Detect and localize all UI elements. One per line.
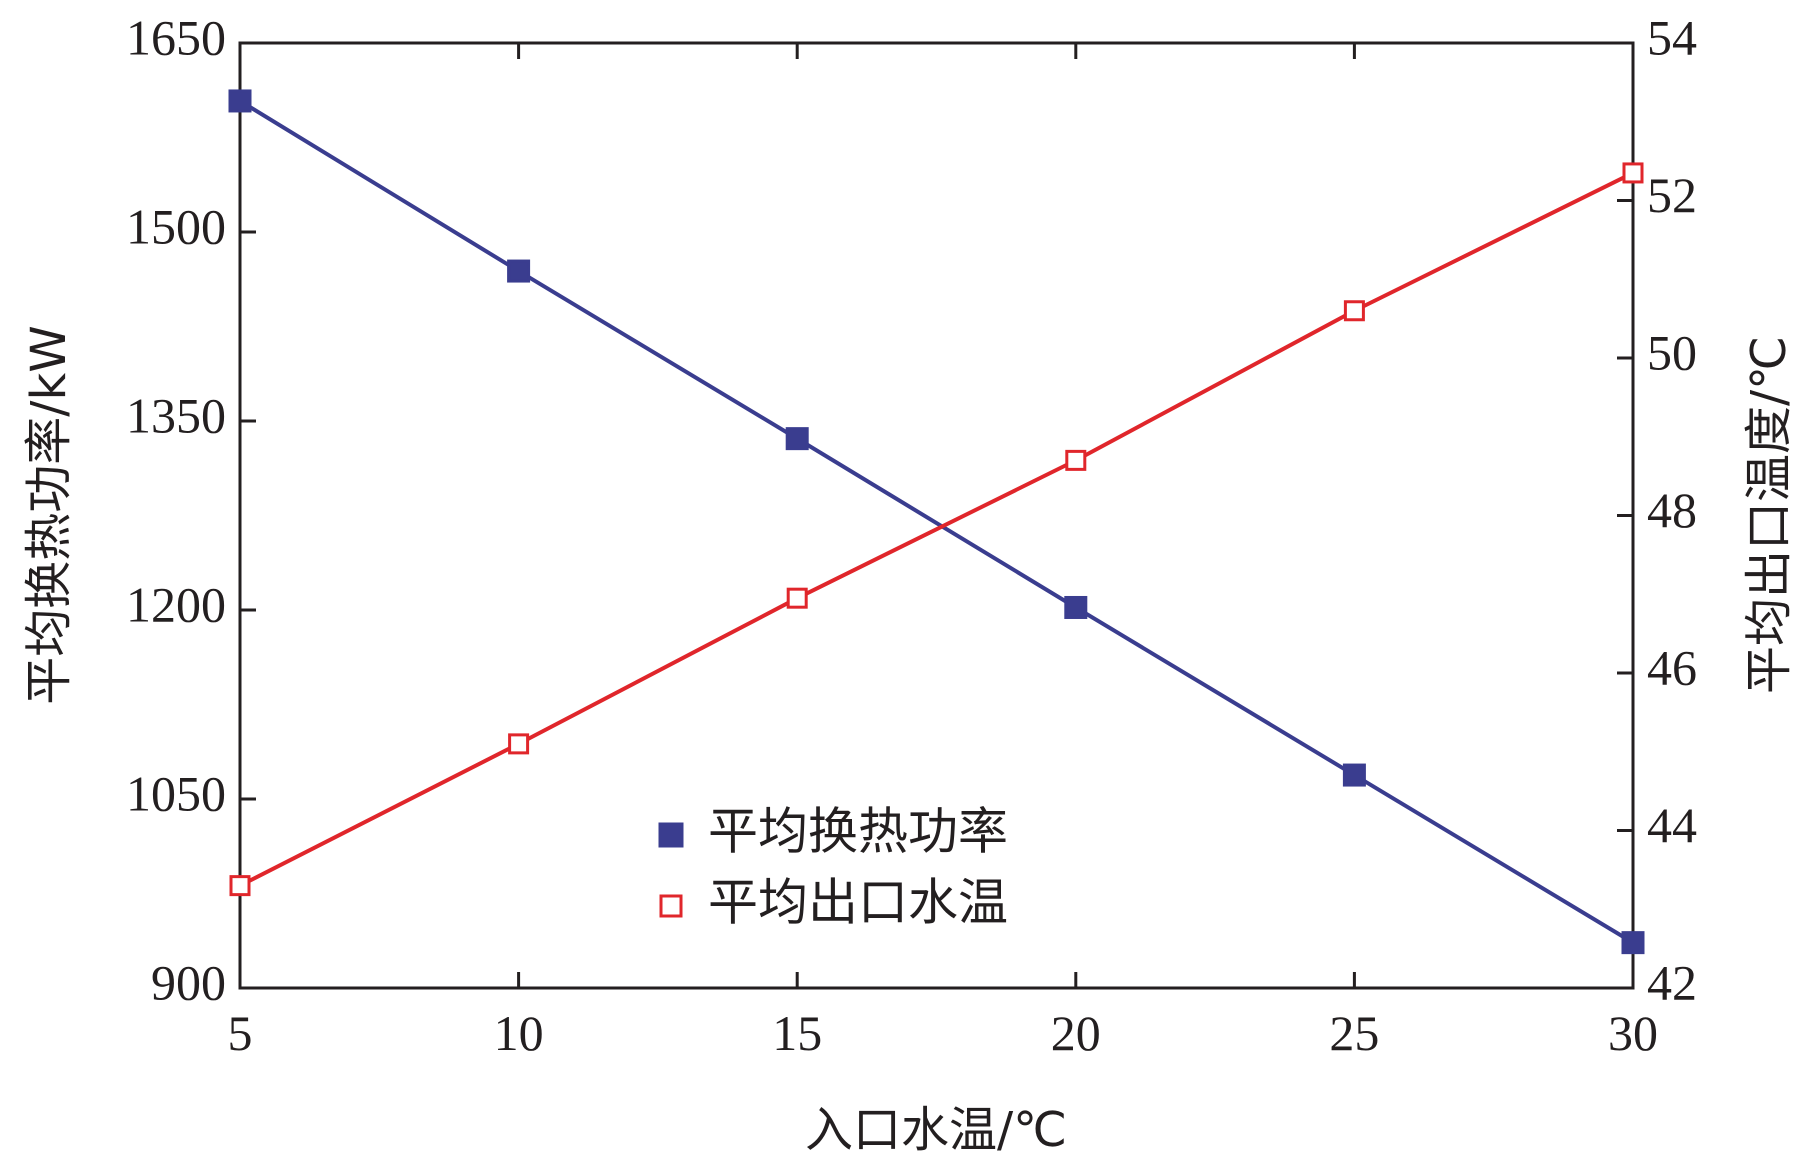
y-tick-label: 1350 [126,387,226,443]
y2-tick-label: 52 [1647,167,1697,223]
series-line-1 [238,99,1635,945]
left-y-axis-title: 平均换热功率/kW [21,325,77,704]
data-point [1621,931,1645,955]
legend-label-power: 平均换热功率 [708,803,1008,861]
x-axis-ticks: 5 10 15 20 25 30 [228,43,1658,1061]
y-tick-label: 1500 [126,198,226,254]
data-point [507,259,531,283]
y-tick-label: 1200 [126,576,226,632]
y-tick-label: 1650 [126,9,226,65]
y-tick-label: 1050 [126,765,226,821]
data-point [785,427,809,451]
y2-tick-label: 54 [1647,9,1697,65]
data-point [1064,595,1088,619]
data-point [1622,162,1644,184]
x-tick-label: 20 [1051,1005,1101,1061]
legend: 平均换热功率 平均出口水温 [658,803,1008,932]
right-y-axis-title: 平均出口温度/℃ [1741,336,1797,694]
series-line-2 [239,171,1634,888]
data-point [229,875,251,897]
y2-tick-label: 48 [1647,482,1697,538]
data-point [1342,763,1366,787]
x-tick-label: 25 [1329,1005,1379,1061]
data-point [228,89,252,113]
data-point [1343,300,1365,322]
data-point [1065,449,1087,471]
series-layer [228,89,1645,955]
x-tick-label: 15 [772,1005,822,1061]
right-y-axis-ticks: 42 44 46 48 50 52 54 [1617,9,1697,1010]
data-point [786,587,808,609]
x-tick-label: 10 [494,1005,544,1061]
x-tick-label: 30 [1608,1005,1658,1061]
legend-label-outlet-temp: 平均出口水温 [708,874,1008,932]
y2-tick-label: 44 [1647,797,1697,853]
x-axis-title: 入口水温/℃ [805,1102,1067,1158]
data-point [508,733,530,755]
y2-tick-label: 50 [1647,324,1697,380]
y-tick-label: 900 [151,954,226,1010]
x-tick-label: 5 [228,1005,253,1061]
legend-marker-power [658,822,684,848]
legend-marker-outlet-temp [659,894,683,918]
y2-tick-label: 46 [1647,639,1697,695]
left-y-axis-ticks: 900 1050 1200 1350 1500 1650 [126,9,256,1010]
y2-tick-label: 42 [1647,954,1697,1010]
